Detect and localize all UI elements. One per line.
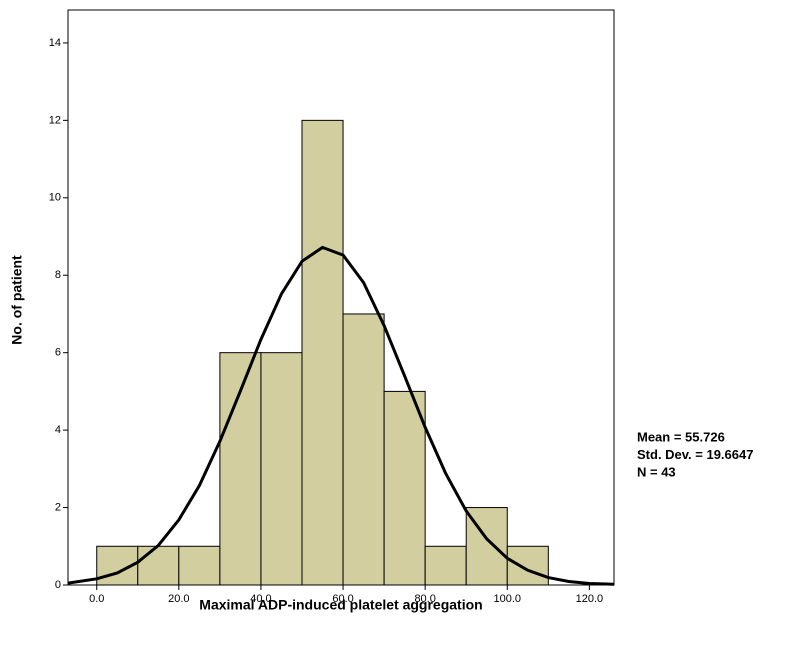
bar (137, 545, 180, 586)
y-axis-label: No. of patient (9, 255, 25, 345)
stats-annotation: N = 43 (637, 464, 676, 479)
plot-frame (67, 9, 615, 586)
y-tick-label: 14 (49, 37, 61, 49)
stats-annotation: Std. Dev. = 19.6647 (637, 447, 753, 462)
bar (178, 545, 221, 586)
bar (301, 119, 344, 586)
x-axis-label: Maximal ADP-induced platelet aggregation (199, 597, 482, 613)
y-tick-label: 12 (49, 114, 61, 126)
x-tick-label: 60.0 (332, 593, 353, 605)
y-tick-label: 8 (55, 269, 61, 281)
x-tick-label: 100.0 (493, 593, 521, 605)
normal-curve (67, 245, 615, 586)
x-tick-label: 80.0 (414, 593, 435, 605)
bar (424, 545, 467, 586)
stats-annotation: Mean = 55.726 (637, 429, 725, 444)
bar (342, 313, 385, 586)
bar (260, 352, 303, 586)
bar (506, 545, 549, 586)
x-tick-label: 20.0 (168, 593, 189, 605)
x-tick-label: 120.0 (576, 593, 604, 605)
y-tick-label: 4 (55, 424, 61, 436)
y-tick-label: 2 (55, 501, 61, 513)
x-tick-label: 0.0 (89, 593, 104, 605)
y-tick-label: 6 (55, 347, 61, 359)
y-tick-label: 0 (55, 579, 61, 591)
x-tick-label: 40.0 (250, 593, 271, 605)
y-tick-label: 10 (49, 192, 61, 204)
bar (383, 390, 426, 586)
